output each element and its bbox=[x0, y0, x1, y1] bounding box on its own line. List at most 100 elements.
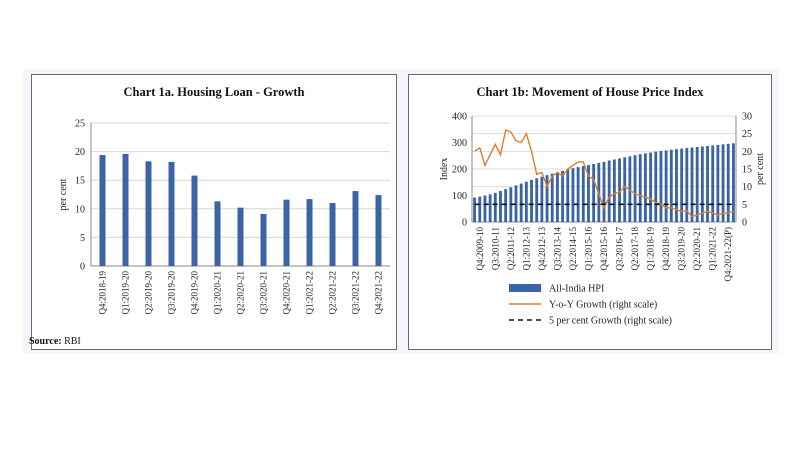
hpi-bar bbox=[602, 161, 606, 222]
hpi-bar bbox=[675, 149, 678, 222]
x-tick-label: Q4:2018-19 bbox=[661, 227, 671, 271]
bar bbox=[168, 161, 175, 266]
bar bbox=[375, 195, 382, 266]
chart-1a-title: Chart 1a. Housing Loan - Growth bbox=[123, 85, 305, 99]
hpi-bar bbox=[638, 154, 642, 222]
hpi-bar bbox=[566, 169, 570, 222]
right-y-tick-label: 5 bbox=[742, 200, 747, 211]
legend-label: All-India HPI bbox=[549, 284, 604, 295]
hpi-bar bbox=[519, 183, 523, 222]
x-tick-label: Q4:2009-10 bbox=[475, 227, 485, 271]
hpi-bar bbox=[669, 149, 673, 222]
legend-label: 5 per cent Growth (right scale) bbox=[549, 316, 672, 327]
x-tick-label: Q2:2017-18 bbox=[630, 227, 640, 271]
x-tick-label: Q4:2012-13 bbox=[537, 227, 547, 271]
chart-1b-title: Chart 1b: Movement of House Price Index bbox=[476, 85, 704, 99]
hpi-bar bbox=[607, 160, 611, 222]
hpi-bar bbox=[721, 144, 725, 222]
x-tick-label: Q4:2015-16 bbox=[599, 227, 609, 271]
x-tick-label: Q4:2020-21 bbox=[282, 271, 292, 315]
x-tick-label: Q1:2021-22 bbox=[305, 271, 315, 315]
hpi-bar bbox=[499, 190, 502, 222]
bar bbox=[145, 161, 152, 266]
x-tick-label: Q4:2018-19 bbox=[98, 271, 108, 315]
x-tick-label: Q4:2021-22 bbox=[374, 271, 384, 315]
left-y-tick-label: 400 bbox=[452, 112, 467, 123]
hpi-bar bbox=[659, 150, 663, 222]
chart-1a-plot: 0 5 10 15 20 25 Q4:2018-19 Q1:2019-20 Q2:2019-20… bbox=[58, 119, 390, 315]
right-y-tick-label: 20 bbox=[742, 147, 752, 158]
x-tick-label: Q2:2019-20 bbox=[144, 271, 154, 315]
x-tick-label: Q2:2011-12 bbox=[506, 227, 516, 270]
hpi-bar bbox=[633, 155, 637, 222]
x-tick-label: Q4:2019-20 bbox=[190, 271, 200, 315]
hpi-bar bbox=[550, 173, 554, 222]
hpi-bar bbox=[700, 146, 704, 222]
hpi-bar bbox=[488, 194, 492, 222]
x-tick-label: Q3:2019-20 bbox=[677, 227, 687, 271]
bar bbox=[191, 175, 198, 266]
left-y-tick-label: 0 bbox=[462, 218, 467, 229]
x-tick-label: Q3:2016-17 bbox=[615, 227, 625, 271]
x-tick-label: Q2:2020-21 bbox=[692, 227, 702, 271]
bar bbox=[122, 153, 129, 266]
hpi-bar bbox=[654, 151, 658, 222]
hpi-bar bbox=[587, 165, 590, 222]
hpi-bar bbox=[664, 150, 668, 222]
hpi-bar bbox=[623, 157, 627, 222]
x-tick-label: Q1:2021-22 bbox=[708, 227, 718, 271]
left-y-axis-title: Index bbox=[439, 158, 450, 181]
left-y-tick-label: 300 bbox=[452, 138, 467, 149]
hpi-bar bbox=[561, 170, 565, 222]
hpi-bar bbox=[504, 189, 508, 222]
figure-frame: Chart 1a. Housing Loan - Growth 0 5 10 15 20… bbox=[23, 69, 779, 354]
right-y-tick-label: 0 bbox=[742, 218, 747, 229]
bar bbox=[352, 191, 359, 266]
hpi-bar bbox=[731, 143, 735, 222]
x-tick-label: Q1:2020-21 bbox=[213, 271, 223, 315]
hpi-bar bbox=[690, 147, 694, 222]
x-tick-label: Q3:2019-20 bbox=[167, 271, 177, 315]
hpi-bar bbox=[612, 159, 616, 222]
right-y-tick-label: 10 bbox=[742, 182, 752, 193]
bar bbox=[214, 201, 221, 266]
x-tick-label: Q1:2019-20 bbox=[121, 271, 131, 315]
hpi-bar bbox=[483, 195, 487, 222]
left-y-tick-label: 100 bbox=[452, 191, 467, 202]
x-tick-label: Q1:2015-16 bbox=[583, 227, 593, 271]
hpi-bar bbox=[540, 176, 544, 222]
source-note: Source: RBI bbox=[29, 336, 81, 347]
right-y-tick-label: 15 bbox=[742, 165, 752, 176]
x-tick-label: Q4:2021-22(P) bbox=[723, 227, 733, 282]
hpi-bar bbox=[535, 178, 539, 222]
chart-1a-panel: Chart 1a. Housing Loan - Growth 0 5 10 15 20… bbox=[31, 74, 397, 350]
left-y-tick-label: 200 bbox=[452, 165, 467, 176]
bar bbox=[99, 155, 106, 266]
hpi-bar bbox=[493, 192, 497, 222]
x-tick-label: Q2:2020-21 bbox=[236, 271, 246, 315]
x-tick-label: Q3:2020-21 bbox=[259, 271, 269, 315]
chart-1b-plot: 0 100 200 300 400 0 5 10 15 20 25 30 Q4:2009-10 Q3:20… bbox=[439, 112, 766, 327]
hpi-bar bbox=[581, 166, 585, 222]
y-tick-label: 15 bbox=[75, 176, 85, 187]
hpi-bar bbox=[514, 185, 518, 222]
bar bbox=[306, 199, 313, 266]
hpi-bar bbox=[628, 156, 632, 222]
x-tick-label: Q2:2014-15 bbox=[568, 227, 578, 271]
x-tick-label: Q2:2021-22 bbox=[328, 271, 338, 315]
chart-1b-panel: Chart 1b: Movement of House Price Index … bbox=[408, 74, 772, 350]
x-tick-label: Q3:2021-22 bbox=[351, 271, 361, 315]
hpi-bar bbox=[695, 147, 699, 222]
y-tick-label: 0 bbox=[80, 262, 85, 273]
hpi-bar bbox=[685, 148, 689, 222]
bar bbox=[283, 199, 290, 266]
hpi-bar bbox=[592, 163, 596, 222]
y-tick-label: 10 bbox=[75, 204, 85, 215]
hpi-bar bbox=[545, 175, 549, 222]
hpi-bar bbox=[716, 144, 720, 222]
right-y-tick-label: 25 bbox=[742, 129, 752, 140]
hpi-bar bbox=[555, 172, 559, 222]
hpi-bar bbox=[649, 152, 653, 222]
bar bbox=[329, 203, 336, 266]
hpi-bar bbox=[726, 143, 730, 222]
